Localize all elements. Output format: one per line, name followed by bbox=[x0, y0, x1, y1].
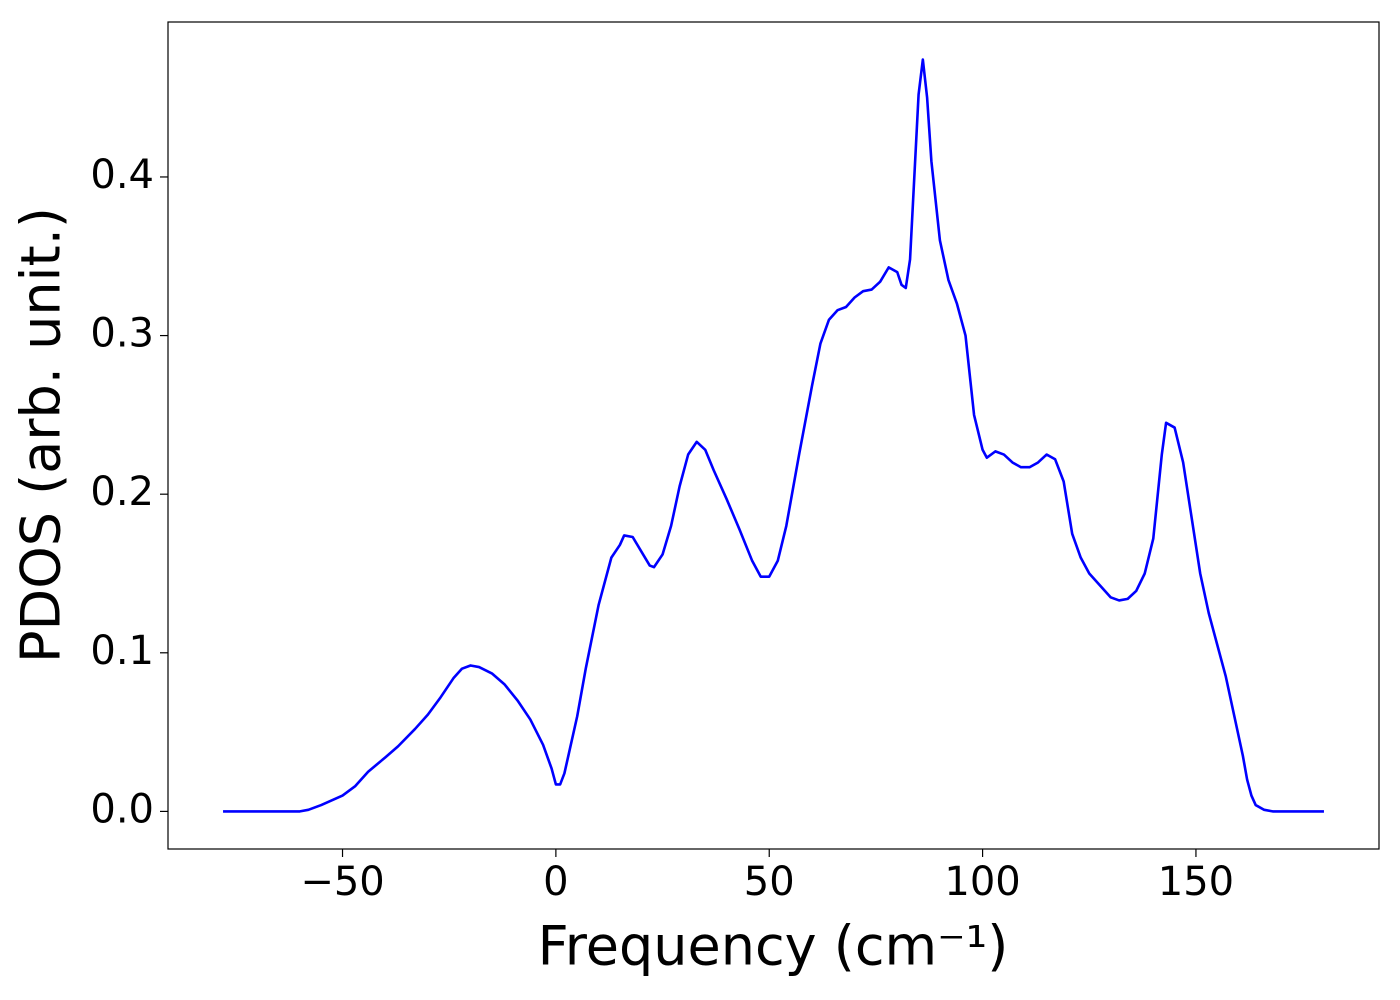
y-tick-label: 0.3 bbox=[90, 311, 154, 357]
x-tick-label: 100 bbox=[944, 859, 1020, 905]
y-tick-label: 0.4 bbox=[90, 152, 154, 198]
x-tick-label: 50 bbox=[744, 859, 795, 905]
y-tick-label: 0.2 bbox=[90, 469, 154, 515]
y-tick-label: 0.1 bbox=[90, 628, 154, 674]
y-tick-label: 0.0 bbox=[90, 786, 154, 832]
plot-frame bbox=[167, 21, 1380, 850]
x-tick-label: −50 bbox=[300, 859, 384, 905]
y-axis-label: PDOS (arb. unit.) bbox=[10, 207, 73, 663]
x-tick-label: 0 bbox=[543, 859, 568, 905]
line-series bbox=[223, 58, 1324, 813]
x-tick-label: 150 bbox=[1158, 859, 1234, 905]
x-axis-label: Frequency (cm⁻¹) bbox=[538, 915, 1009, 978]
